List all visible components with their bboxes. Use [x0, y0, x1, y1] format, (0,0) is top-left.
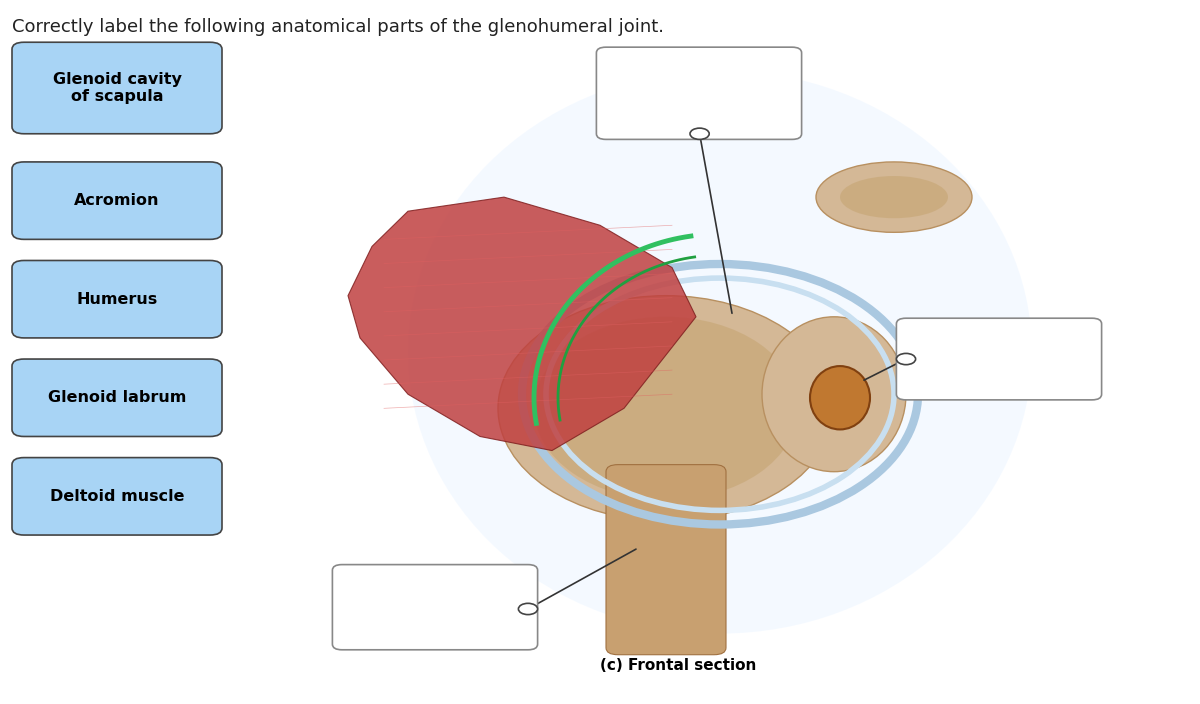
Ellipse shape	[816, 162, 972, 232]
Ellipse shape	[840, 176, 948, 218]
FancyBboxPatch shape	[596, 47, 802, 139]
Ellipse shape	[762, 317, 906, 472]
Text: Glenoid cavity
of scapula: Glenoid cavity of scapula	[53, 72, 181, 104]
Polygon shape	[348, 197, 696, 451]
FancyBboxPatch shape	[606, 465, 726, 655]
FancyBboxPatch shape	[12, 458, 222, 535]
Circle shape	[518, 603, 538, 615]
FancyBboxPatch shape	[12, 42, 222, 134]
Ellipse shape	[408, 70, 1032, 634]
FancyBboxPatch shape	[12, 162, 222, 239]
Ellipse shape	[498, 296, 834, 521]
FancyBboxPatch shape	[12, 260, 222, 338]
Text: (c) Frontal section: (c) Frontal section	[600, 658, 756, 673]
Text: Correctly label the following anatomical parts of the glenohumeral joint.: Correctly label the following anatomical…	[12, 18, 664, 36]
FancyBboxPatch shape	[12, 359, 222, 436]
Text: Humerus: Humerus	[77, 291, 157, 307]
Text: Glenoid labrum: Glenoid labrum	[48, 390, 186, 406]
Circle shape	[690, 128, 709, 139]
Circle shape	[896, 353, 916, 365]
Ellipse shape	[810, 366, 870, 429]
Text: Deltoid muscle: Deltoid muscle	[49, 489, 185, 504]
Text: Acromion: Acromion	[74, 193, 160, 208]
FancyBboxPatch shape	[332, 565, 538, 650]
Ellipse shape	[534, 317, 798, 500]
FancyBboxPatch shape	[896, 318, 1102, 400]
